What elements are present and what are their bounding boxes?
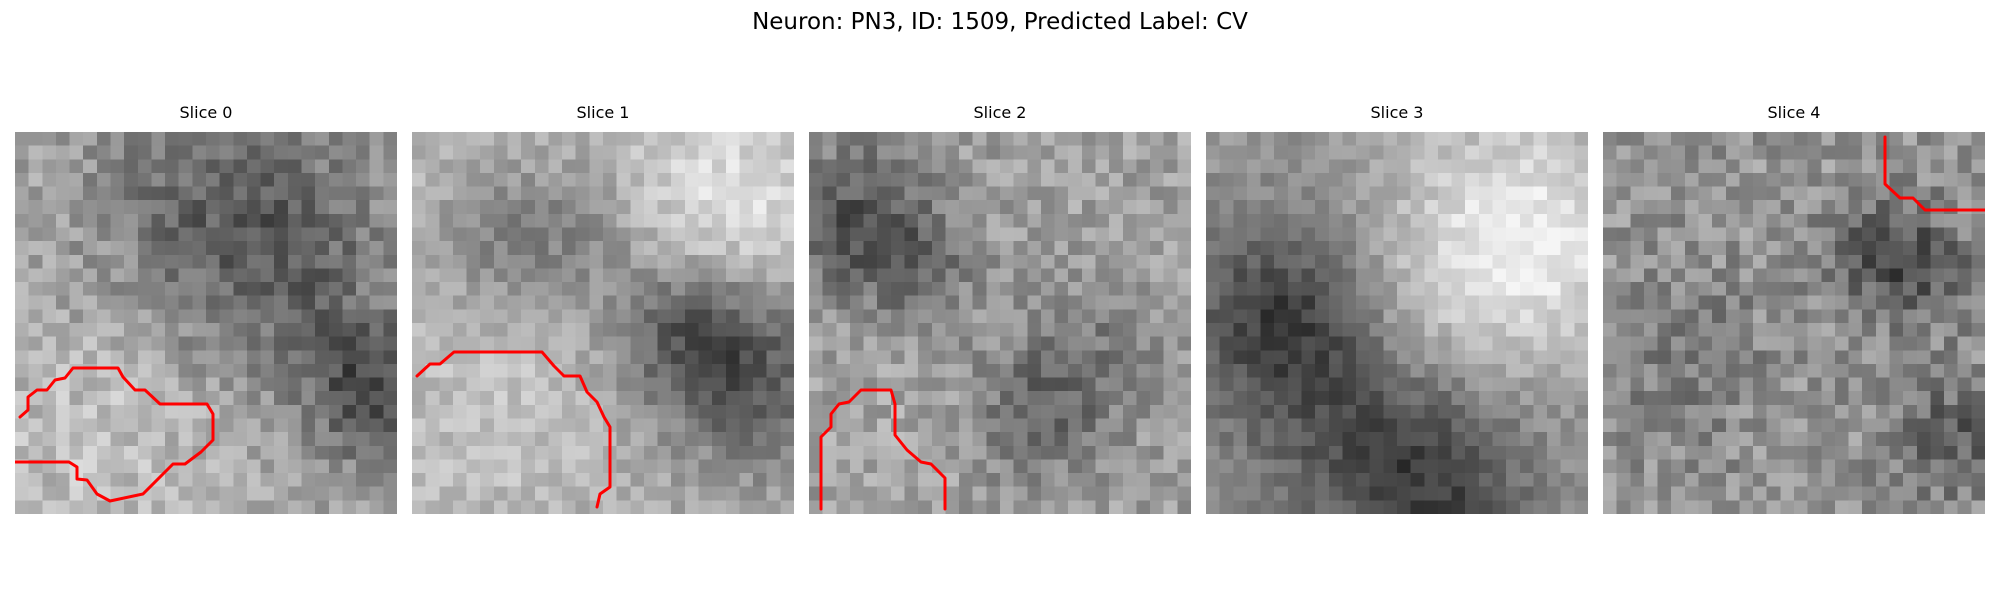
slice-grayscale-image (809, 132, 1191, 514)
segmentation-overlay (415, 350, 612, 509)
segmentation-overlay (819, 388, 947, 511)
slice-panel-2: Slice 2 (809, 103, 1191, 514)
slice-panel-4: Slice 4 (1603, 103, 1985, 514)
segmentation-overlay (1883, 135, 1985, 212)
slice-image (412, 132, 794, 514)
slice-title: Slice 1 (576, 103, 630, 122)
figure-title: Neuron: PN3, ID: 1509, Predicted Label: … (752, 9, 1248, 35)
slice-grayscale-image (412, 132, 794, 514)
slice-image (15, 132, 397, 514)
slice-title: Slice 3 (1370, 103, 1424, 122)
slice-grayscale-image (1603, 132, 1985, 514)
segmentation-contour (1883, 135, 1985, 212)
slice-panel-0: Slice 0 (15, 103, 397, 514)
slice-panel-1: Slice 1 (412, 103, 794, 514)
slice-image (1206, 132, 1588, 514)
slice-panel-3: Slice 3 (1206, 103, 1588, 514)
segmentation-contour (819, 388, 947, 511)
segmentation-overlay (15, 366, 215, 503)
slice-grayscale-image (15, 132, 397, 514)
slice-title: Slice 4 (1767, 103, 1821, 122)
slice-title: Slice 0 (179, 103, 233, 122)
segmentation-contour (415, 350, 612, 509)
slice-image (809, 132, 1191, 514)
segmentation-contour (15, 366, 215, 503)
slice-title: Slice 2 (973, 103, 1027, 122)
slice-image (1603, 132, 1985, 514)
slice-grayscale-image (1206, 132, 1588, 514)
segmentation-overlay (1206, 132, 1588, 514)
